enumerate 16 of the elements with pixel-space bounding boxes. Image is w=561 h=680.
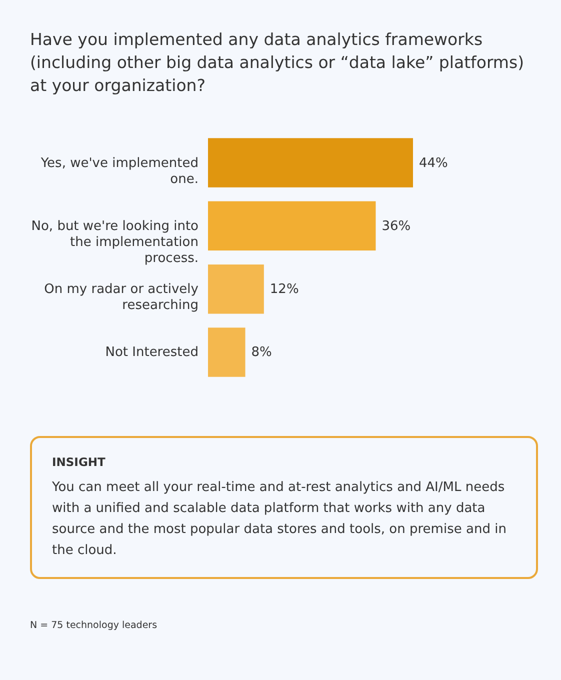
text: N = 75 technology leaders	[30, 620, 158, 631]
bar	[208, 264, 264, 314]
data-label: 8%	[251, 345, 272, 360]
text: You can meet all your real-time and at-rest analytics and AI/ML needs with a unified and scalable data platform that works with any data source and the most popular data stores and tools, on premise and in the cloud.	[52, 479, 508, 560]
bar	[208, 201, 376, 251]
bar	[208, 328, 246, 377]
data-label: 44%	[419, 156, 448, 171]
y-tick-label: No, but we're looking into the implementation process.	[31, 218, 199, 266]
bar	[208, 138, 413, 188]
text: INSIGHT	[52, 454, 106, 471]
y-tick-label: Yes, we've implemented one.	[40, 156, 198, 187]
data-label: 36%	[382, 218, 411, 234]
chart-title: Have you implemented any data analytics frameworks (including other big data analytics or “data lake” platforms) at your organization?	[30, 29, 526, 97]
y-tick-label: On my radar or actively researching	[44, 282, 199, 314]
y-tick-label: Not Interested	[105, 345, 198, 360]
data-label: 12%	[270, 282, 299, 298]
